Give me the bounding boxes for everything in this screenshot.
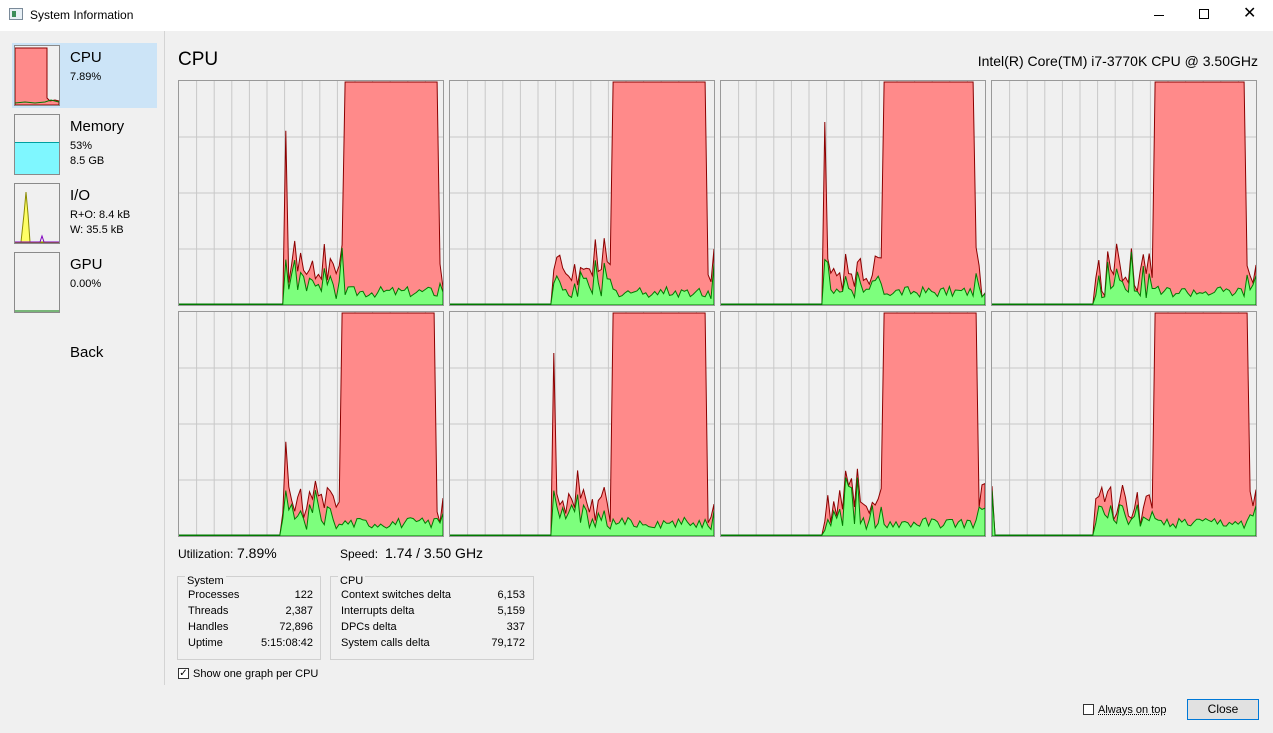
- stat-row-value: 2,387: [285, 605, 313, 617]
- cpu-panel: CPU Intel(R) Core(TM) i7-3770K CPU @ 3.5…: [165, 31, 1273, 685]
- maximize-icon: [1199, 9, 1209, 19]
- stat-row-value: 79,172: [491, 637, 525, 649]
- stat-row-label: Uptime: [188, 637, 223, 649]
- footer-bar: Always on top Close: [0, 685, 1273, 733]
- cpu-groupbox: CPU Context switches delta 6,153 Interrup…: [330, 575, 534, 660]
- gpu-thumbnail-graph: [14, 252, 60, 313]
- cpu-model-name: Intel(R) Core(TM) i7-3770K CPU @ 3.50GHz: [977, 53, 1258, 69]
- minimize-icon: [1154, 15, 1164, 16]
- cpu-core-graph: [991, 311, 1257, 537]
- sidebar-item-stat: 0.00%: [70, 278, 102, 290]
- stat-row-value: 5:15:08:42: [261, 637, 313, 649]
- maximize-button[interactable]: [1181, 0, 1227, 31]
- sidebar: CPU 7.89% Memory 53% 8.5 GB I/O R+O: 8.4…: [0, 31, 165, 685]
- title-bar: System Information ✕: [0, 0, 1273, 31]
- sidebar-item-memory[interactable]: Memory 53% 8.5 GB: [12, 112, 157, 177]
- speed-label: Speed:: [340, 547, 379, 561]
- memory-thumbnail-graph: [14, 114, 60, 175]
- stat-row-label: Context switches delta: [341, 589, 452, 601]
- per-cpu-graph-label[interactable]: Show one graph per CPU: [193, 668, 319, 680]
- always-on-top-checkbox[interactable]: [1083, 704, 1094, 715]
- groupbox-title: System: [185, 575, 226, 587]
- sidebar-item-stat: W: 35.5 kB: [70, 224, 124, 236]
- io-thumbnail-graph: [14, 183, 60, 244]
- stat-row-label: Processes: [188, 589, 240, 601]
- sidebar-item-label: Memory: [70, 118, 125, 135]
- close-window-button[interactable]: ✕: [1227, 0, 1273, 31]
- sidebar-item-gpu[interactable]: GPU 0.00%: [12, 250, 157, 315]
- speed-value: 1.74 / 3.50 GHz: [385, 545, 484, 561]
- stat-row-label: Interrupts delta: [341, 605, 415, 617]
- sidebar-item-io[interactable]: I/O R+O: 8.4 kB W: 35.5 kB: [12, 181, 157, 246]
- cpu-core-graph: [449, 311, 715, 537]
- per-cpu-graph-checkbox[interactable]: ✓: [178, 668, 189, 679]
- utilization-value: 7.89%: [237, 545, 277, 561]
- cpu-core-graph: [720, 80, 986, 306]
- stat-row-label: Threads: [188, 605, 229, 617]
- sidebar-item-stat: 8.5 GB: [70, 155, 105, 167]
- stat-row-value: 337: [506, 621, 525, 633]
- close-icon: ✕: [1243, 5, 1257, 22]
- sidebar-item-cpu[interactable]: CPU 7.89%: [12, 43, 157, 108]
- stat-row-label: System calls delta: [341, 637, 430, 649]
- cpu-core-graph: [178, 311, 444, 537]
- close-button[interactable]: Close: [1187, 699, 1259, 720]
- cpu-core-graph: [449, 80, 715, 306]
- stat-row-label: DPCs delta: [341, 621, 397, 633]
- cpu-core-graph: [178, 80, 444, 306]
- page-title: CPU: [178, 49, 219, 70]
- stat-row-label: Handles: [188, 621, 229, 633]
- sidebar-item-label: GPU: [70, 256, 103, 273]
- cpu-thumbnail-graph: [14, 45, 60, 106]
- checkmark-icon: ✓: [179, 668, 188, 679]
- sidebar-item-label: CPU: [70, 49, 102, 66]
- utilization-label: Utilization:: [178, 547, 234, 561]
- app-icon: [9, 8, 23, 20]
- cpu-core-graph: [720, 311, 986, 537]
- sidebar-item-label: I/O: [70, 187, 91, 204]
- cpu-core-graph: [991, 80, 1257, 306]
- groupbox-title: CPU: [338, 575, 366, 587]
- stat-row-value: 6,153: [497, 589, 525, 601]
- sidebar-item-stat: 53%: [70, 140, 93, 152]
- sidebar-item-stat: R+O: 8.4 kB: [70, 209, 131, 221]
- system-groupbox: System Processes 122 Threads 2,387 Handles…: [177, 575, 321, 660]
- stat-row-value: 72,896: [279, 621, 313, 633]
- always-on-top-label[interactable]: Always on top: [1098, 704, 1167, 716]
- sidebar-item-stat: 7.89%: [70, 71, 102, 83]
- stat-row-value: 5,159: [497, 605, 525, 617]
- memory-usage-fill: [15, 141, 59, 174]
- minimize-button[interactable]: [1135, 0, 1181, 31]
- window-title: System Information: [30, 8, 134, 22]
- back-button[interactable]: Back: [70, 344, 104, 361]
- stat-row-value: 122: [294, 589, 313, 601]
